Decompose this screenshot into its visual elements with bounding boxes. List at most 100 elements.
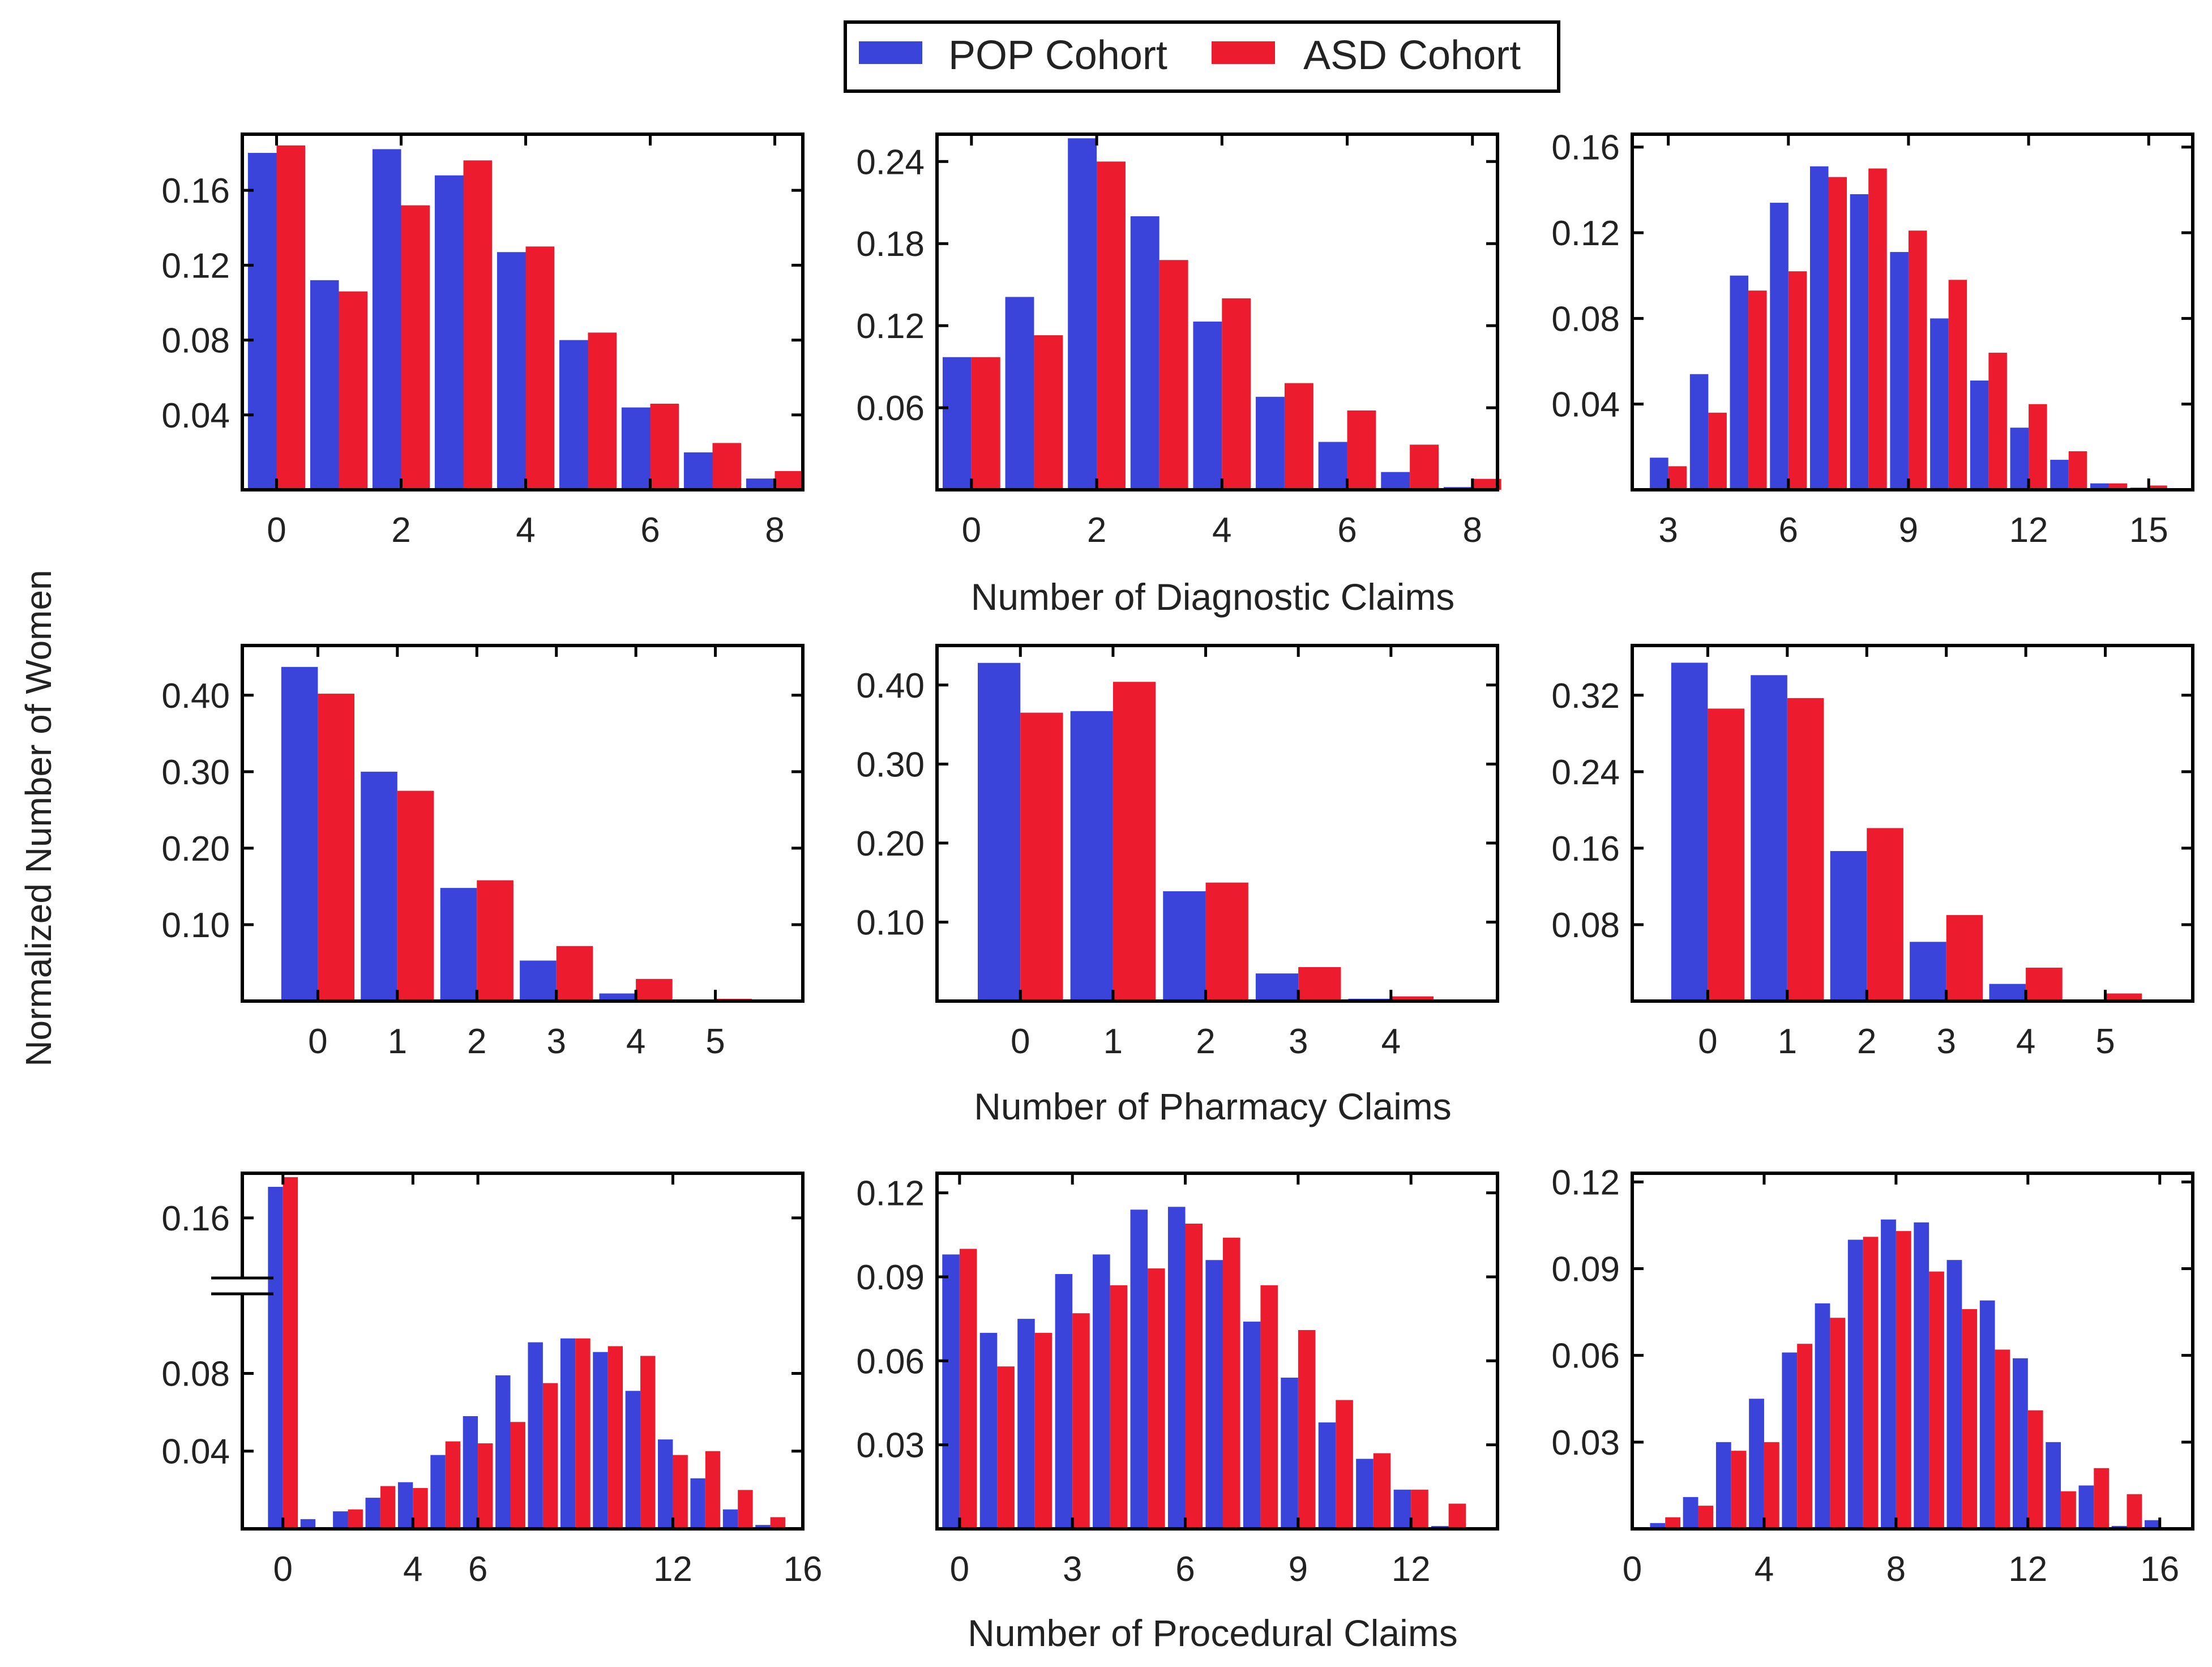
bar-asd-3 xyxy=(1731,1451,1747,1529)
x-tick-label: 3 xyxy=(1936,1022,1956,1061)
y-tick-label: 0.12 xyxy=(856,1174,925,1213)
x-tick-label: 6 xyxy=(1337,511,1357,550)
bar-pop-0 xyxy=(942,357,972,490)
bar-asd-11 xyxy=(1988,352,2007,490)
bar-asd-8 xyxy=(542,1383,558,1529)
y-tick-label: 0.10 xyxy=(856,903,925,942)
bar-pop-2 xyxy=(372,149,401,490)
bar-asd-10 xyxy=(1336,1400,1353,1529)
x-tick-label: 12 xyxy=(2009,511,2048,550)
bar-asd-5 xyxy=(1748,290,1767,490)
bar-pop-1 xyxy=(1650,1523,1666,1529)
y-tick-label: 0.09 xyxy=(1551,1250,1620,1289)
bar-asd-3 xyxy=(1072,1313,1090,1529)
bar-pop-0 xyxy=(1671,662,1708,1001)
axis-break-gap xyxy=(239,1278,246,1294)
bar-pop-4 xyxy=(1689,374,1709,490)
bar-asd-4 xyxy=(1708,412,1727,490)
y-tick-label: 0.06 xyxy=(856,1342,925,1381)
bar-asd-14 xyxy=(2094,1468,2110,1529)
y-tick-label: 0.24 xyxy=(1551,753,1620,792)
x-tick-label: 6 xyxy=(1779,511,1798,550)
bar-pop-14 xyxy=(2090,483,2109,490)
bar-asd-1 xyxy=(1034,335,1063,490)
bar-asd-3 xyxy=(1668,466,1687,490)
bar-asd-4 xyxy=(413,1488,428,1529)
bar-asd-0 xyxy=(318,694,354,1001)
x-tick-label: 0 xyxy=(950,1550,969,1589)
bar-asd-6 xyxy=(478,1443,493,1529)
bar-asd-5 xyxy=(1797,1344,1812,1529)
panel-pharmacy-left: 0 1 2 3 4 5 0.10 0.20 0.30 0.40 xyxy=(161,644,805,1061)
bar-asd-14 xyxy=(2108,483,2128,490)
bar-asd-3 xyxy=(1159,260,1188,490)
y-tick-label: 0.30 xyxy=(856,745,925,784)
bar-asd-7 xyxy=(1222,1237,1240,1529)
bar-pop-4 xyxy=(497,252,526,490)
bar-pop-2 xyxy=(1163,891,1206,1001)
bar-asd-10 xyxy=(1962,1309,1978,1529)
x-tick-label: 8 xyxy=(1886,1550,1906,1589)
bar-asd-3 xyxy=(380,1486,396,1529)
bar-pop-14 xyxy=(722,1509,738,1529)
panel-pharmacy-right: 0 1 2 3 4 5 0.08 0.16 0.24 0.32 xyxy=(1551,644,2194,1061)
bar-pop-8 xyxy=(528,1342,543,1529)
bar-asd-10 xyxy=(1948,280,1967,490)
bar-asd-14 xyxy=(738,1490,753,1529)
y-tick-label: 0.04 xyxy=(161,396,230,435)
x-tick-label: 8 xyxy=(1463,511,1482,550)
bar-asd-1 xyxy=(1787,698,1824,1001)
bar-asd-11 xyxy=(1995,1349,2010,1529)
bar-asd-5 xyxy=(1284,383,1313,490)
bar-asd-2 xyxy=(1205,882,1248,1001)
x-tick-label: 2 xyxy=(391,511,410,550)
x-tick-label: 6 xyxy=(1175,1550,1195,1589)
bar-asd-4 xyxy=(1764,1442,1779,1529)
bar-pop-16 xyxy=(2144,1520,2160,1529)
x-tick-label: 3 xyxy=(1289,1022,1308,1061)
bar-asd-3 xyxy=(463,160,493,490)
bar-pop-1 xyxy=(361,771,397,1001)
plot-frame xyxy=(241,1172,805,1531)
bar-pop-0 xyxy=(942,1254,960,1529)
bar-asd-0 xyxy=(1020,712,1063,1001)
bar-asd-8 xyxy=(1260,1285,1278,1529)
bar-pop-13 xyxy=(2050,460,2069,490)
bar-asd-2 xyxy=(477,880,514,1001)
y-tick-label: 0.03 xyxy=(856,1426,925,1465)
y-tick-label: 0.16 xyxy=(1551,129,1620,168)
bar-asd-13 xyxy=(1448,1503,1466,1529)
bar-asd-9 xyxy=(1908,230,1927,490)
bar-asd-2 xyxy=(401,205,430,490)
plot-frame xyxy=(935,1172,1499,1531)
y-tick-label: 0.16 xyxy=(161,172,230,211)
bar-pop-3 xyxy=(434,175,464,490)
bar-pop-3 xyxy=(520,960,557,1001)
bar-asd-4 xyxy=(1222,298,1251,490)
bar-asd-12 xyxy=(673,1455,688,1529)
bar-pop-4 xyxy=(1093,1254,1110,1529)
bar-pop-0 xyxy=(247,153,277,490)
bar-asd-2 xyxy=(1034,1332,1052,1529)
panel-procedural-middle: 0 3 6 9 12 0.03 0.06 0.09 0.12 xyxy=(856,1172,1499,1589)
plot-frame xyxy=(1631,1172,2194,1531)
bar-asd-0 xyxy=(1708,708,1744,1001)
bar-asd-9 xyxy=(1298,1330,1316,1529)
y-tick-label: 0.06 xyxy=(856,389,925,428)
panel-diagnostic-right: 3 6 9 12 15 0.04 0.08 0.12 0.16 xyxy=(1551,129,2194,550)
bar-pop-8 xyxy=(1850,194,1869,490)
bar-pop-8 xyxy=(746,478,775,490)
bar-pop-8 xyxy=(1881,1219,1896,1529)
y-axis-label: Normalized Number of Women xyxy=(18,570,59,1066)
bar-pop-3 xyxy=(1255,973,1299,1001)
bar-asd-7 xyxy=(510,1422,525,1529)
bar-pop-4 xyxy=(397,1482,413,1529)
bar-asd-1 xyxy=(1665,1517,1681,1529)
x-tick-label: 9 xyxy=(1899,511,1918,550)
y-tick-label: 0.20 xyxy=(161,830,230,869)
bar-pop-6 xyxy=(1167,1207,1186,1529)
bar-pop-3 xyxy=(1910,942,1946,1001)
bar-pop-4 xyxy=(1749,1399,1764,1529)
legend-swatch-pop xyxy=(859,41,922,64)
y-tick-label: 0.10 xyxy=(161,906,230,945)
